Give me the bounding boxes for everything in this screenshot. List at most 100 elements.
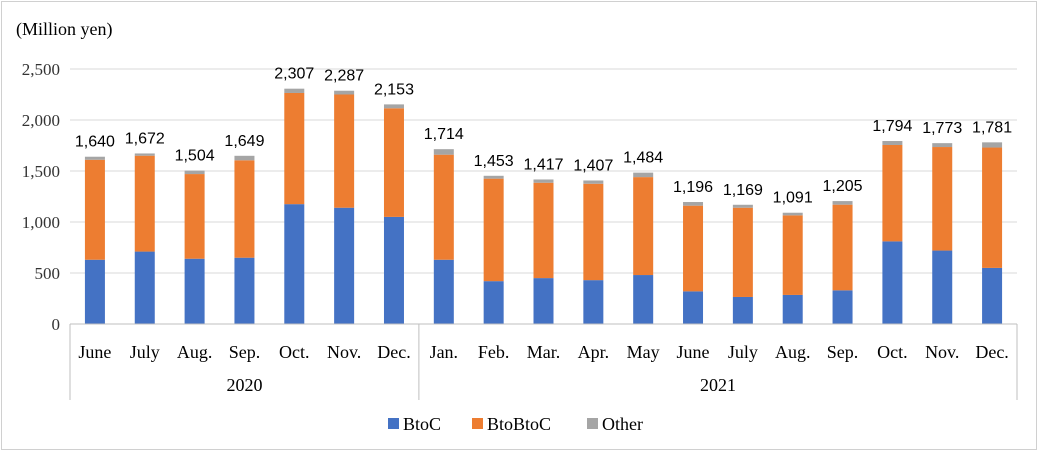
bar-other [683, 202, 704, 206]
bar-btobtoc [782, 215, 803, 295]
y-tick-label: 0 [52, 315, 61, 334]
unit-label: (Million yen) [16, 19, 113, 40]
total-label: 1,640 [75, 134, 115, 151]
legend: BtoC BtoBtoC Other [388, 414, 643, 434]
bar-btoc [782, 294, 803, 324]
y-axis-ticks: 0 500 1,000 1,500 2,000 2,500 [22, 60, 60, 334]
bar-btobtoc [284, 92, 305, 205]
bar-btoc [334, 207, 355, 324]
bar-other [284, 88, 305, 93]
bar-other [334, 90, 355, 95]
bar-btobtoc [732, 207, 753, 297]
year-label: 2021 [700, 375, 736, 395]
year-label: 2020 [226, 375, 262, 395]
total-label: 1,091 [773, 190, 813, 207]
x-tick-label: Dec. [377, 342, 410, 362]
x-tick-label: Feb. [478, 342, 510, 362]
bar-btobtoc [982, 147, 1003, 268]
legend-swatch-btobtoc [472, 418, 483, 429]
total-label: 1,196 [673, 179, 713, 196]
bar-btoc [932, 250, 953, 324]
x-tick-label: Sep. [229, 342, 261, 362]
bar-other [383, 104, 404, 109]
bar-other [982, 142, 1003, 148]
x-tick-label: Apr. [578, 342, 610, 362]
y-tick-label: 2,500 [22, 60, 60, 79]
bar-btobtoc [583, 183, 604, 281]
total-label: 1,504 [175, 148, 215, 165]
x-axis: June July Aug. Sep. Oct. Nov. Dec. Jan. Feb. Mar.… [69, 323, 1018, 400]
bar-btoc [533, 278, 554, 324]
bar-btobtoc [433, 154, 454, 260]
bar-btobtoc [483, 178, 504, 282]
bar-btobtoc [932, 147, 953, 251]
bar-other [184, 170, 205, 175]
bars [84, 88, 1003, 324]
x-tick-label: Oct. [877, 342, 908, 362]
bar-btoc [832, 290, 853, 324]
bar-btobtoc [533, 182, 554, 279]
bar-btoc [84, 259, 105, 324]
bar-other [732, 204, 753, 208]
bar-other [483, 175, 504, 179]
bar-btoc [184, 258, 205, 324]
bar-other [583, 180, 604, 184]
bar-other [84, 156, 105, 160]
bar-btobtoc [633, 177, 654, 276]
bar-other [633, 172, 654, 178]
legend-label-btobtoc: BtoBtoC [487, 414, 551, 434]
gridlines [70, 68, 1017, 274]
total-label: 1,407 [573, 157, 613, 174]
bar-btobtoc [334, 94, 355, 208]
bar-btobtoc [84, 159, 105, 260]
y-tick-label: 2,000 [22, 111, 60, 130]
x-tick-label: Oct. [279, 342, 310, 362]
bar-btobtoc [383, 108, 404, 217]
bar-btoc [683, 291, 704, 324]
total-label: 2,287 [324, 68, 364, 85]
bar-other [433, 149, 454, 155]
x-tick-label: May [627, 342, 660, 362]
x-tick-label: Mar. [527, 342, 561, 362]
bar-btoc [732, 296, 753, 324]
total-label: 1,794 [872, 118, 912, 135]
total-label: 2,153 [374, 81, 414, 98]
x-tick-label: June [677, 342, 710, 362]
y-tick-label: 1,000 [22, 213, 60, 232]
x-tick-label: June [78, 342, 111, 362]
total-label: 1,169 [723, 182, 763, 199]
bar-other [832, 201, 853, 205]
bar-btoc [633, 275, 654, 324]
total-label: 1,672 [125, 130, 165, 147]
x-tick-label: Aug. [177, 342, 213, 362]
bar-btoc [383, 216, 404, 324]
bar-other [882, 141, 903, 145]
bar-other [782, 212, 803, 216]
bar-btoc [234, 257, 255, 324]
total-label: 1,773 [922, 120, 962, 137]
bar-btoc [583, 280, 604, 324]
total-label: 1,453 [474, 153, 514, 170]
total-label: 1,205 [823, 178, 863, 195]
bar-btobtoc [832, 204, 853, 291]
total-label: 1,781 [972, 119, 1012, 136]
bar-btoc [284, 204, 305, 324]
x-tick-label: Aug. [775, 342, 811, 362]
x-tick-label: July [130, 342, 160, 362]
bar-btoc [483, 281, 504, 324]
legend-swatch-other [587, 418, 598, 429]
bar-other [932, 143, 953, 148]
total-labels: 1,640 1,672 1,504 1,649 2,307 2,287 2,153 1,714… [75, 66, 1012, 207]
bar-btoc [982, 267, 1003, 324]
x-tick-label: Sep. [827, 342, 859, 362]
total-label: 1,649 [224, 133, 264, 150]
total-label: 1,484 [623, 150, 663, 167]
legend-swatch-btoc [388, 418, 399, 429]
total-label: 2,307 [274, 66, 314, 83]
x-tick-label: Nov. [925, 342, 959, 362]
bar-btoc [433, 259, 454, 324]
y-tick-label: 500 [35, 264, 61, 283]
total-label: 1,417 [523, 156, 563, 173]
